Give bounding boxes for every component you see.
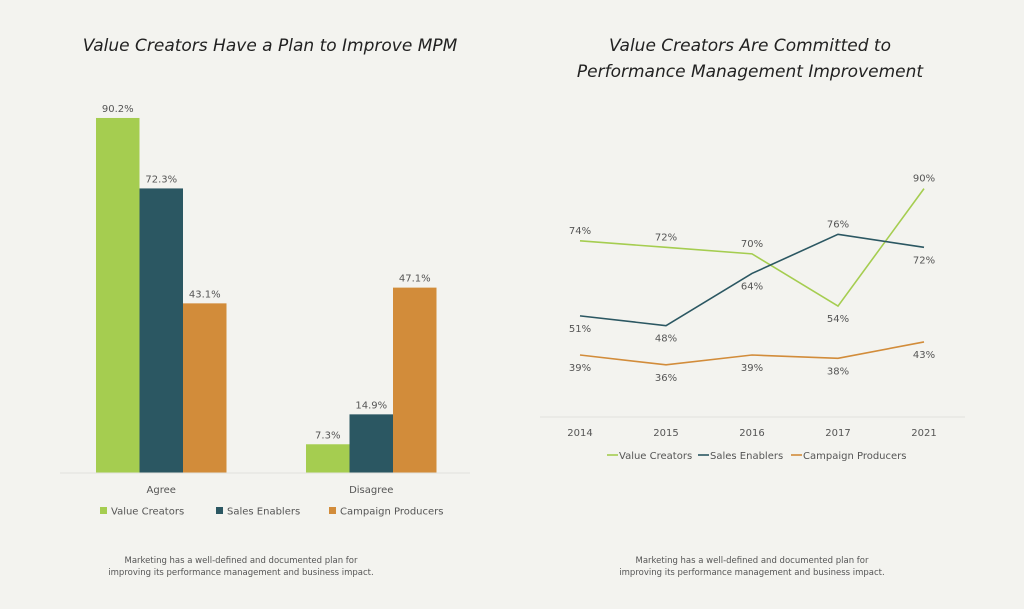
legend-swatch-1 — [216, 507, 223, 514]
bar-agree-1 — [139, 188, 183, 474]
bar-agree-2 — [183, 303, 227, 473]
line-data-label: 74% — [569, 226, 591, 237]
line-data-label: 64% — [741, 281, 763, 292]
x-tick-label: Agree — [147, 485, 176, 496]
bar-data-label: 14.9% — [355, 400, 387, 411]
line-data-label: 90% — [913, 174, 935, 185]
bar-data-label: 90.2% — [102, 104, 134, 115]
legend-swatch-2 — [329, 507, 336, 514]
bar-disagree-0 — [306, 444, 350, 473]
legend-label: Sales Enablers — [227, 507, 300, 518]
line-chart-caption: Marketing has a well-defined and documen… — [582, 555, 922, 579]
bar-disagree-1 — [349, 414, 393, 473]
line-chart-title-line-1: Value Creators Are Committed to — [608, 36, 892, 56]
line-data-label: 54% — [827, 314, 849, 325]
x-tick-label: 2021 — [911, 428, 936, 439]
line-chart-title: Value Creators Are Committed to Performa… — [520, 33, 980, 85]
legend-label: Campaign Producers — [803, 451, 907, 462]
legend-label: Sales Enablers — [710, 451, 783, 462]
series-line-value-creators — [579, 188, 925, 308]
series-line-sales-enablers — [579, 233, 925, 327]
bar-data-label: 7.3% — [315, 430, 340, 441]
legend-swatch-0 — [100, 507, 107, 514]
line-data-label: 39% — [741, 363, 763, 374]
line-data-label: 43% — [913, 350, 935, 361]
bar-data-label: 72.3% — [145, 174, 177, 185]
bar-chart-title: Value Creators Have a Plan to Improve MP… — [82, 36, 458, 56]
bar-caption-line-2: improving its performance management and… — [108, 568, 374, 578]
bar-data-label: 47.1% — [399, 274, 431, 285]
line-caption-line-1: Marketing has a well-defined and documen… — [635, 556, 869, 566]
x-tick-label: 2017 — [825, 428, 850, 439]
bar-data-label: 43.1% — [189, 289, 221, 300]
line-chart-title-line-2: Performance Management Improvement — [576, 62, 924, 82]
line-data-label: 48% — [655, 334, 677, 345]
series-line-campaign-producers — [579, 341, 925, 366]
line-data-label: 36% — [655, 373, 677, 384]
line-data-label: 72% — [655, 232, 677, 243]
x-tick-label: 2014 — [567, 428, 592, 439]
x-tick-label: 2016 — [739, 428, 764, 439]
line-data-label: 70% — [741, 239, 763, 250]
legend-label: Value Creators — [111, 507, 184, 518]
bar-caption-line-1: Marketing has a well-defined and documen… — [124, 556, 358, 566]
legend-label: Campaign Producers — [340, 507, 444, 518]
x-tick-label: 2015 — [653, 428, 678, 439]
legend-label: Value Creators — [619, 451, 692, 462]
x-tick-label: Disagree — [349, 485, 393, 496]
line-data-label: 72% — [913, 255, 935, 266]
line-data-label: 39% — [569, 363, 591, 374]
line-data-label: 38% — [827, 366, 849, 377]
bar-chart-caption: Marketing has a well-defined and documen… — [71, 555, 411, 579]
line-data-label: 51% — [569, 324, 591, 335]
bar-agree-0 — [96, 117, 140, 473]
bar-disagree-2 — [393, 287, 437, 473]
line-caption-line-2: improving its performance management and… — [619, 568, 885, 578]
line-data-label: 76% — [827, 219, 849, 230]
